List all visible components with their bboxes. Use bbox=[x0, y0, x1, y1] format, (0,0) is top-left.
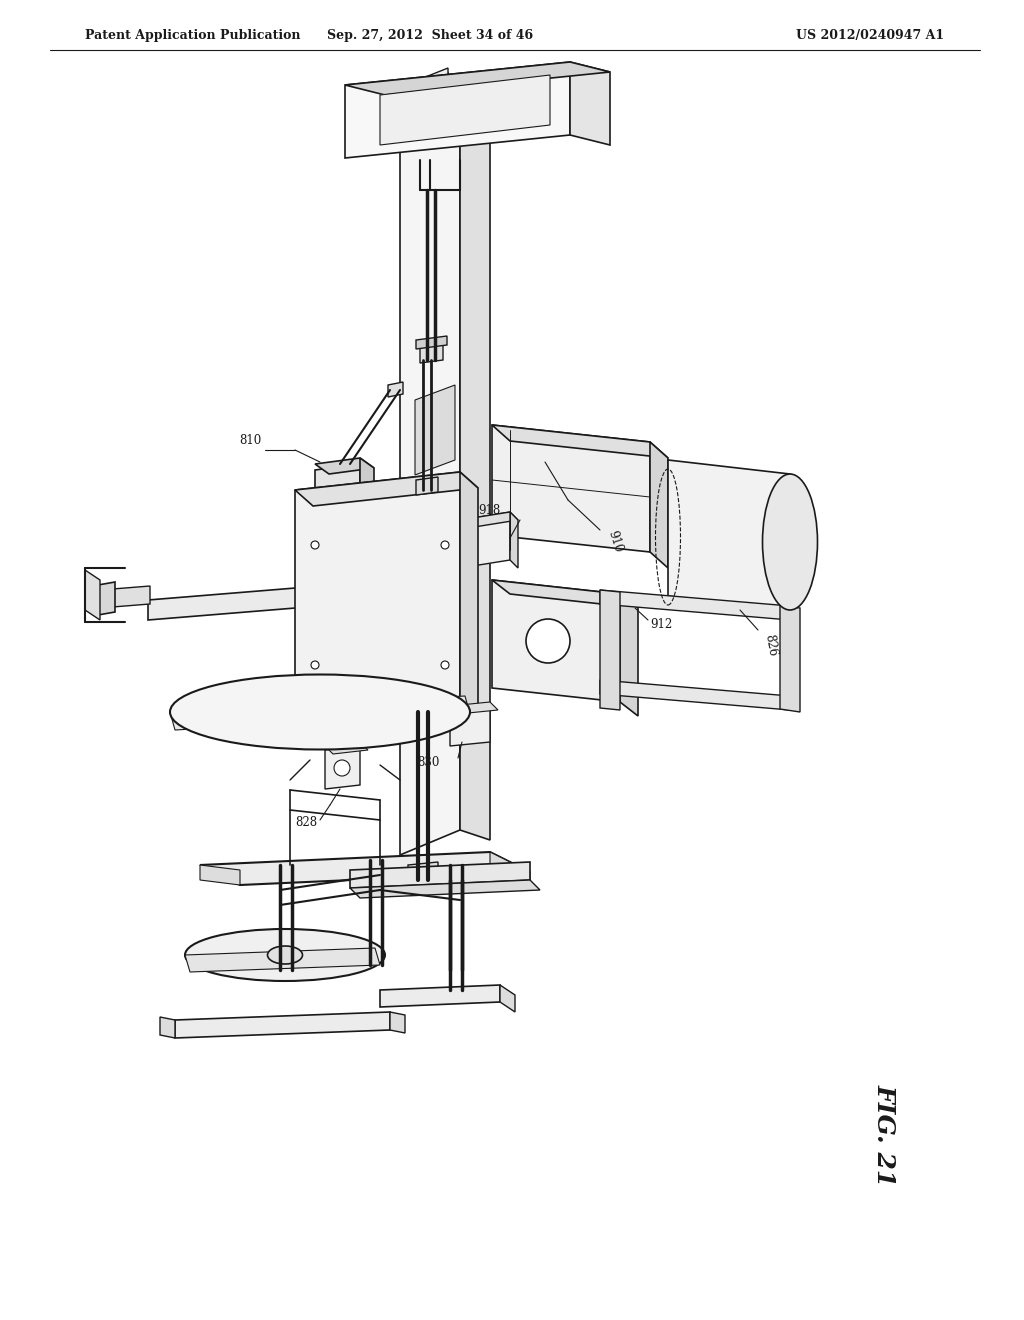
Polygon shape bbox=[380, 75, 550, 145]
Polygon shape bbox=[492, 579, 638, 609]
Polygon shape bbox=[388, 381, 403, 397]
Polygon shape bbox=[415, 84, 449, 120]
Polygon shape bbox=[492, 425, 668, 458]
Polygon shape bbox=[500, 985, 515, 1012]
Polygon shape bbox=[450, 702, 498, 714]
Polygon shape bbox=[175, 1012, 390, 1038]
Circle shape bbox=[311, 541, 319, 549]
Polygon shape bbox=[390, 1012, 406, 1034]
Text: 918: 918 bbox=[478, 503, 501, 516]
Polygon shape bbox=[460, 512, 518, 528]
Polygon shape bbox=[185, 948, 380, 972]
Polygon shape bbox=[350, 880, 540, 898]
Text: Sep. 27, 2012  Sheet 34 of 46: Sep. 27, 2012 Sheet 34 of 46 bbox=[327, 29, 534, 41]
Polygon shape bbox=[295, 473, 478, 506]
Text: 810: 810 bbox=[240, 434, 262, 447]
Polygon shape bbox=[305, 506, 378, 519]
Polygon shape bbox=[98, 582, 115, 615]
Circle shape bbox=[441, 661, 449, 669]
Polygon shape bbox=[200, 851, 530, 884]
Polygon shape bbox=[360, 458, 374, 513]
Text: 828: 828 bbox=[295, 816, 317, 829]
Polygon shape bbox=[325, 746, 360, 789]
Polygon shape bbox=[415, 73, 449, 92]
Text: 826: 826 bbox=[762, 632, 778, 657]
Polygon shape bbox=[620, 594, 638, 715]
Polygon shape bbox=[668, 459, 790, 610]
Circle shape bbox=[311, 661, 319, 669]
Polygon shape bbox=[400, 110, 460, 855]
Polygon shape bbox=[325, 742, 368, 754]
Polygon shape bbox=[400, 110, 490, 145]
Polygon shape bbox=[148, 586, 319, 620]
Polygon shape bbox=[450, 706, 490, 746]
Text: 910: 910 bbox=[605, 529, 625, 554]
Polygon shape bbox=[345, 62, 610, 95]
Polygon shape bbox=[315, 458, 374, 474]
Polygon shape bbox=[408, 862, 438, 883]
Ellipse shape bbox=[267, 946, 302, 964]
Polygon shape bbox=[420, 342, 443, 363]
Polygon shape bbox=[415, 385, 455, 475]
Polygon shape bbox=[492, 579, 620, 702]
Polygon shape bbox=[200, 865, 240, 884]
Polygon shape bbox=[510, 512, 518, 568]
Polygon shape bbox=[460, 473, 478, 715]
Text: US 2012/0240947 A1: US 2012/0240947 A1 bbox=[796, 29, 944, 41]
Polygon shape bbox=[100, 586, 150, 609]
Circle shape bbox=[441, 541, 449, 549]
Text: Patent Application Publication: Patent Application Publication bbox=[85, 29, 300, 41]
Polygon shape bbox=[315, 465, 360, 516]
Circle shape bbox=[526, 619, 570, 663]
Polygon shape bbox=[780, 605, 800, 711]
Polygon shape bbox=[460, 512, 510, 568]
Polygon shape bbox=[490, 851, 530, 887]
Ellipse shape bbox=[170, 675, 470, 750]
Ellipse shape bbox=[763, 474, 817, 610]
Polygon shape bbox=[492, 425, 650, 552]
Polygon shape bbox=[380, 985, 500, 1007]
Text: 912: 912 bbox=[650, 619, 672, 631]
Polygon shape bbox=[600, 590, 790, 620]
Polygon shape bbox=[295, 473, 460, 718]
Text: 830: 830 bbox=[418, 755, 440, 768]
Polygon shape bbox=[460, 110, 490, 840]
Polygon shape bbox=[600, 680, 790, 710]
Polygon shape bbox=[650, 442, 668, 568]
Polygon shape bbox=[416, 337, 447, 348]
Polygon shape bbox=[418, 69, 449, 117]
Polygon shape bbox=[416, 477, 438, 495]
Polygon shape bbox=[170, 696, 470, 730]
Circle shape bbox=[334, 760, 350, 776]
Polygon shape bbox=[350, 862, 530, 888]
Polygon shape bbox=[85, 570, 100, 620]
Polygon shape bbox=[345, 62, 570, 158]
Text: FIG. 21: FIG. 21 bbox=[873, 1084, 897, 1187]
Ellipse shape bbox=[185, 929, 385, 981]
Polygon shape bbox=[600, 590, 620, 710]
Polygon shape bbox=[160, 1016, 175, 1038]
Polygon shape bbox=[570, 62, 610, 145]
